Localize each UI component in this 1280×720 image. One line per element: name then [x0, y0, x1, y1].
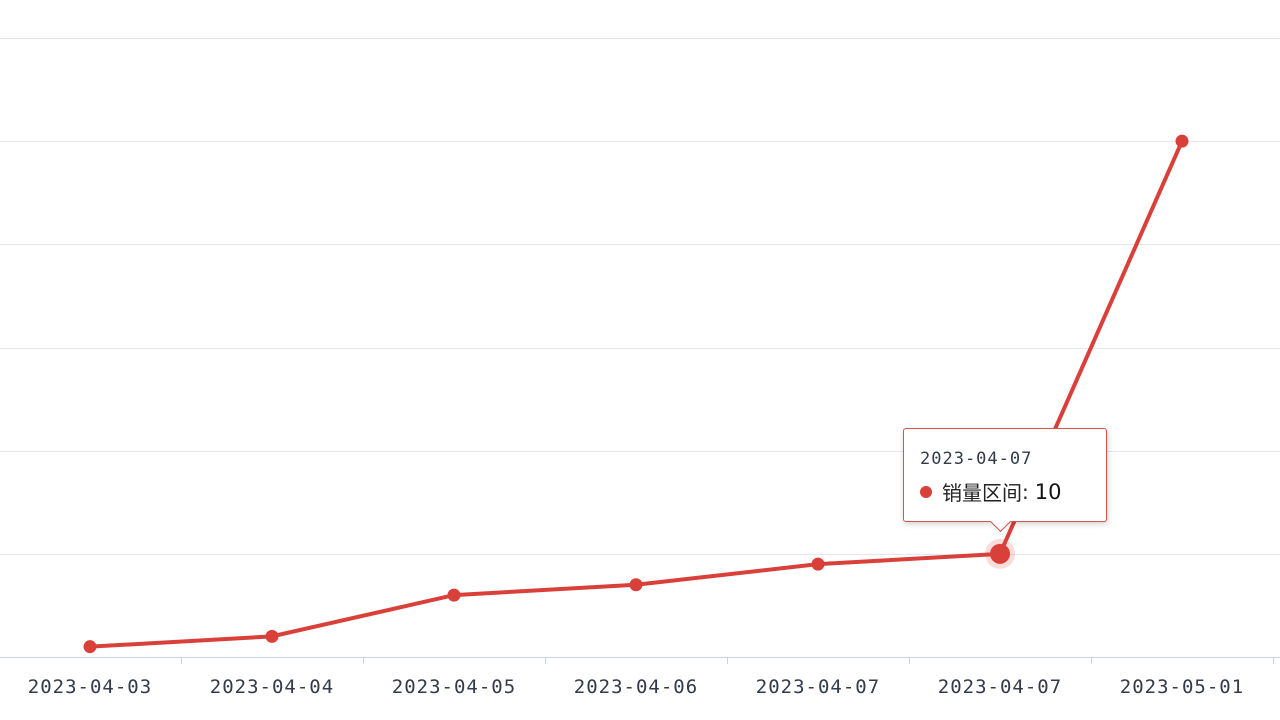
x-tick-label: 2023-04-03	[28, 676, 152, 698]
x-tick-label: 2023-04-05	[392, 676, 516, 698]
tooltip-row: 销量区间 : 10	[920, 477, 1061, 506]
data-point	[83, 640, 97, 654]
data-points	[83, 134, 1189, 654]
x-tick-label: 2023-04-04	[210, 676, 334, 698]
x-tick-label: 2023-04-06	[574, 676, 698, 698]
gridlines	[0, 38, 1280, 555]
x-tick-label: 2023-04-07	[938, 676, 1062, 698]
tooltip-series-name: 销量区间	[942, 481, 1022, 505]
data-point	[1175, 134, 1189, 148]
tooltip-separator: :	[1022, 479, 1029, 504]
tooltip-title: 2023-04-07	[920, 449, 1033, 469]
tooltip-value: 10	[1034, 479, 1062, 504]
x-axis: 2023-04-03 2023-04-04 2023-04-05 2023-04-06…	[0, 657, 1280, 698]
x-tick-label: 2023-04-07	[756, 676, 880, 698]
data-point	[447, 588, 461, 602]
data-point	[265, 629, 279, 643]
series-line	[88, 139, 1184, 649]
x-tick-label: 2023-05-01	[1120, 676, 1244, 698]
data-point-active	[990, 543, 1010, 564]
data-point	[811, 557, 825, 571]
data-point	[629, 578, 643, 592]
series-line-group	[88, 139, 1184, 649]
tooltip: 2023-04-07 销量区间 : 10	[903, 428, 1107, 522]
tooltip-series-marker	[920, 485, 932, 498]
